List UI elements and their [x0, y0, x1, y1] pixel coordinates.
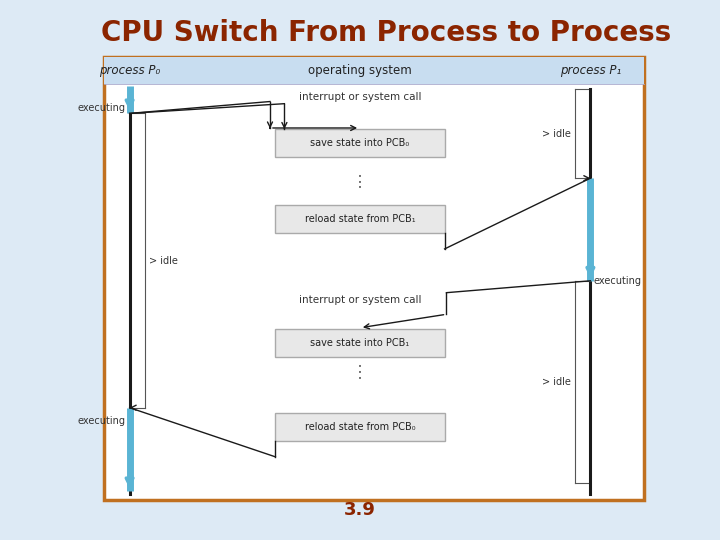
Text: interrupt or system call: interrupt or system call	[299, 295, 421, 305]
Text: executing: executing	[594, 276, 642, 286]
Text: •: •	[358, 185, 362, 192]
Text: process P₀: process P₀	[99, 64, 161, 77]
Text: •: •	[358, 376, 362, 382]
Bar	[275, 205, 444, 233]
Text: save state into PCB₁: save state into PCB₁	[310, 338, 410, 348]
Text: process P₁: process P₁	[559, 64, 621, 77]
Text: > idle: > idle	[542, 377, 571, 387]
Text: executing: executing	[78, 103, 126, 113]
Text: •: •	[358, 173, 362, 180]
Text: •: •	[358, 179, 362, 186]
Text: > idle: > idle	[542, 129, 571, 139]
Text: executing: executing	[78, 416, 126, 426]
Bar	[275, 413, 444, 441]
Text: reload state from PCB₁: reload state from PCB₁	[305, 214, 415, 224]
Text: operating system: operating system	[308, 64, 412, 77]
Text: •: •	[358, 370, 362, 376]
Bar	[104, 57, 644, 500]
Text: •: •	[358, 364, 362, 370]
Text: CPU Switch From Process to Process: CPU Switch From Process to Process	[101, 19, 671, 47]
Text: 3.9: 3.9	[344, 502, 376, 519]
Bar	[275, 329, 444, 357]
Text: save state into PCB₀: save state into PCB₀	[310, 138, 410, 148]
Text: interrupt or system call: interrupt or system call	[299, 92, 421, 102]
Text: reload state from PCB₀: reload state from PCB₀	[305, 422, 415, 431]
Bar	[275, 129, 444, 157]
Text: > idle: > idle	[149, 255, 178, 266]
Bar	[104, 57, 644, 84]
